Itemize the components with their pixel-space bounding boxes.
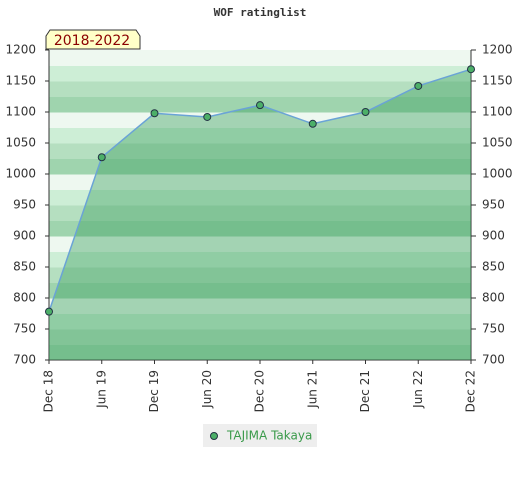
marker (308, 119, 317, 128)
background-stripe (49, 127, 471, 144)
background-stripe (49, 329, 471, 345)
chart-title: WOF ratinglist (214, 6, 307, 19)
x-tick-label: Dec 19 (147, 370, 161, 412)
y2-tick-label: 1150 (482, 74, 513, 88)
y-tick-label: 700 (13, 353, 36, 367)
background-stripe (49, 251, 471, 268)
background-stripe (49, 143, 471, 159)
background-stripe (49, 65, 471, 82)
y2-tick-label: 1100 (482, 105, 513, 119)
background-stripe (49, 313, 471, 330)
background-stripe (49, 220, 471, 237)
y2-tick-label: 1200 (482, 43, 513, 57)
x-tick-label: Jun 20 (200, 370, 214, 409)
marker (361, 108, 370, 116)
x-tick-label: Dec 18 (42, 370, 56, 412)
y-tick-label: 1200 (5, 43, 36, 57)
marker (414, 81, 423, 90)
background-stripe (49, 50, 471, 66)
y-tick-label: 900 (13, 229, 36, 243)
y-tick-label: 750 (13, 322, 36, 336)
background-stripe (49, 344, 471, 361)
y2-tick-label: 950 (482, 198, 505, 212)
legend-box (203, 424, 317, 447)
marker (203, 112, 212, 121)
x-tick-label: Jun 22 (411, 370, 425, 409)
y2-tick-label: 750 (482, 322, 505, 336)
x-tick-label: Dec 21 (358, 370, 372, 412)
background-stripe (49, 174, 471, 190)
background-stripe (49, 158, 471, 175)
background-stripe (49, 282, 471, 299)
y-tick-label: 800 (13, 291, 36, 305)
background-stripe (49, 236, 471, 252)
y2-tick-label: 850 (482, 260, 505, 274)
marker (150, 109, 159, 118)
x-tick-label: Jun 19 (94, 370, 108, 409)
background-stripe (49, 298, 471, 314)
x-tick-label: Dec 20 (253, 370, 267, 412)
marker (256, 101, 264, 110)
y2-tick-label: 700 (482, 353, 505, 367)
plot-area (49, 50, 471, 361)
y2-tick-label: 1000 (482, 167, 513, 181)
y2-tick-label: 1050 (482, 136, 513, 150)
y-tick-label: 950 (13, 198, 36, 212)
marker (45, 307, 53, 316)
legend-marker (210, 432, 218, 440)
x-tick-label: Dec 22 (464, 370, 478, 412)
legend-label: TAJIMA Takaya (226, 429, 312, 443)
y-tick-label: 1100 (5, 105, 36, 119)
marker (97, 153, 106, 162)
background-stripe (49, 81, 471, 97)
y2-tick-label: 800 (482, 291, 505, 305)
y-tick-label: 850 (13, 260, 36, 274)
y-tick-label: 1150 (5, 74, 36, 88)
background-stripe (49, 267, 471, 283)
y-tick-label: 1050 (5, 136, 36, 150)
area (49, 69, 471, 360)
background-stripe (49, 205, 471, 221)
period-label: 2018-2022 (54, 33, 130, 49)
background-stripe (49, 189, 471, 206)
y-tick-label: 1000 (5, 167, 36, 181)
marker (467, 65, 475, 74)
y2-tick-label: 900 (482, 229, 505, 243)
x-tick-label: Jun 21 (305, 370, 319, 409)
period-box (45, 29, 141, 50)
